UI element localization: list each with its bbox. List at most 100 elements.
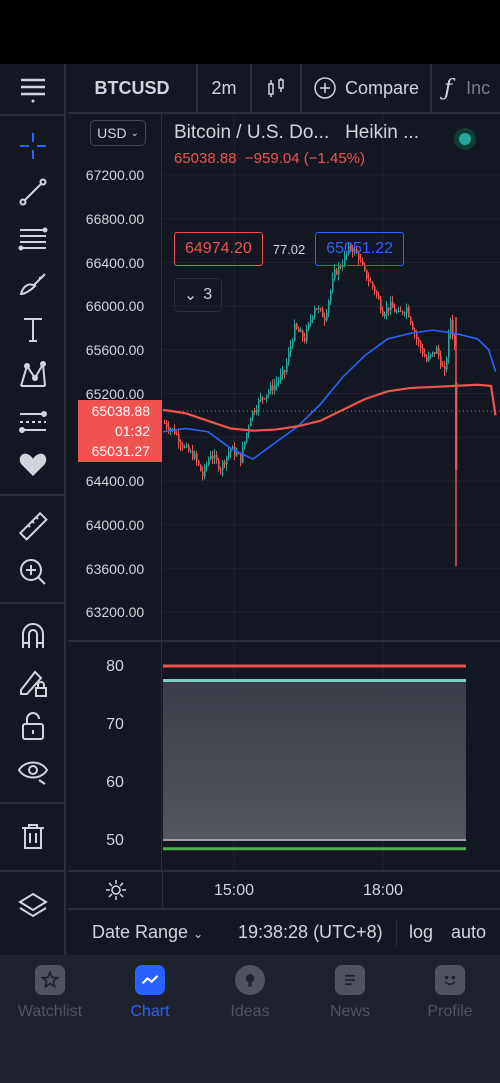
interval-button[interactable]: 2m xyxy=(198,64,252,112)
nav-label: Watchlist xyxy=(17,1003,83,1020)
candle-body xyxy=(318,308,320,310)
sell-button[interactable]: 64974.20 xyxy=(174,232,263,266)
candle-body xyxy=(348,246,350,254)
currency-button[interactable]: USD ⌄ xyxy=(90,120,146,146)
candle-body xyxy=(434,351,436,354)
prediction-tool[interactable] xyxy=(10,402,56,442)
pattern-tool[interactable] xyxy=(10,356,56,396)
nav-ideas[interactable]: Ideas xyxy=(200,965,300,1021)
layers-icon xyxy=(18,892,48,918)
candle-body xyxy=(168,426,170,431)
nav-label: News xyxy=(329,1003,370,1020)
candle-body xyxy=(244,441,246,448)
price-axis[interactable]: 6 67200.00 66800.00 66400.00 66000.00 65… xyxy=(68,114,162,641)
nav-news[interactable]: News xyxy=(300,965,400,1021)
candle-body xyxy=(436,347,438,354)
price-tick: 66000.00 xyxy=(85,298,145,314)
candle-body xyxy=(270,385,272,392)
nav-chart[interactable]: Chart xyxy=(100,965,200,1021)
measure-tool[interactable] xyxy=(10,506,56,546)
candle-body xyxy=(166,423,168,427)
magnet-tool[interactable] xyxy=(10,616,56,656)
zoom-in-icon xyxy=(20,559,46,585)
fib-retracement-icon xyxy=(18,227,48,251)
buy-button[interactable]: 65051.22 xyxy=(315,232,405,266)
candle-body xyxy=(288,351,290,363)
clock-timezone[interactable]: 19:38:28 (UTC+8) xyxy=(238,922,383,942)
candle-body xyxy=(180,442,182,445)
date-range-button[interactable]: Date Range ⌄ xyxy=(92,922,204,942)
compare-button[interactable]: Compare xyxy=(302,64,432,112)
status-bar xyxy=(0,0,500,64)
candle-body xyxy=(296,323,298,329)
candle-body xyxy=(404,312,406,314)
trend-line-tool[interactable] xyxy=(10,172,56,212)
candle-body xyxy=(455,382,458,470)
settings-button[interactable] xyxy=(104,878,128,902)
candle-body xyxy=(260,397,262,401)
series-legend[interactable]: Bitcoin / U.S. Do... Heikin ... 65038.88… xyxy=(174,122,474,167)
fib-tool[interactable] xyxy=(10,218,56,258)
candle-body xyxy=(326,312,328,321)
candle-body xyxy=(336,269,338,275)
indicators-label: Inc xyxy=(466,77,491,98)
auto-scale-toggle[interactable]: auto xyxy=(451,922,487,942)
candle-body xyxy=(266,394,268,399)
smile-icon xyxy=(435,965,465,995)
candle-body xyxy=(258,400,260,410)
candle-body xyxy=(192,450,194,459)
oscillator-axis[interactable]: 80 70 60 50 xyxy=(68,642,162,870)
chart-type-button[interactable] xyxy=(252,64,302,112)
pane-separator[interactable] xyxy=(68,640,500,642)
candle-body xyxy=(414,329,416,334)
time-axis[interactable]: 15:00 18:00 xyxy=(68,870,500,908)
candle-body xyxy=(208,459,210,465)
zoom-tool[interactable] xyxy=(10,552,56,592)
log-scale-toggle[interactable]: log xyxy=(409,922,434,942)
nav-profile[interactable]: Profile xyxy=(400,965,500,1021)
remove-drawings-tool[interactable] xyxy=(10,816,56,856)
candle-body xyxy=(286,362,288,373)
lock-drawings-tool[interactable] xyxy=(10,662,56,702)
chart-header: BTCUSD 2m Compare ƒ Inc xyxy=(68,64,500,114)
chevron-down-icon: ⌄ xyxy=(130,127,139,139)
indicators-button[interactable]: ƒ Inc xyxy=(432,64,500,112)
symbol-button[interactable]: BTCUSD xyxy=(68,64,198,112)
object-tree-tool[interactable] xyxy=(10,886,56,926)
favorites-tool[interactable] xyxy=(10,444,56,484)
chart-icon xyxy=(135,965,165,995)
oscillator-plot[interactable] xyxy=(68,642,500,870)
candle-body xyxy=(314,308,316,317)
text-icon xyxy=(24,318,42,342)
text-tool[interactable] xyxy=(10,310,56,350)
brush-tool[interactable] xyxy=(10,264,56,304)
ctl-divider xyxy=(396,920,397,946)
candle-body xyxy=(200,464,202,472)
chevron-down-icon: ⌄ xyxy=(193,927,204,941)
legend-title[interactable]: Bitcoin / U.S. Do... Heikin ... xyxy=(174,122,419,143)
candle-body xyxy=(254,410,256,413)
candle-body xyxy=(316,308,318,310)
candle-body xyxy=(228,452,230,457)
candle-body xyxy=(242,447,244,463)
candle-body xyxy=(264,398,266,400)
menu-button[interactable] xyxy=(10,68,56,108)
candle-body xyxy=(376,291,378,295)
nav-watchlist[interactable]: Watchlist xyxy=(0,965,100,1021)
candle-body xyxy=(396,311,398,313)
candle-body xyxy=(428,356,430,361)
toolbar-divider xyxy=(0,802,66,804)
candle-body xyxy=(382,310,384,316)
osc-tick: 70 xyxy=(106,716,124,733)
candle-body xyxy=(338,265,340,275)
crosshair-tool[interactable] xyxy=(10,126,56,166)
indicators-toggle[interactable]: ⌄ 3 xyxy=(174,278,222,312)
candle-body xyxy=(368,278,370,282)
unlock-tool[interactable] xyxy=(10,706,56,746)
toolbar-divider xyxy=(0,870,66,872)
hide-tool[interactable] xyxy=(10,750,56,790)
chevron-down-icon: ⌄ xyxy=(183,287,198,304)
candle-body xyxy=(410,317,412,323)
chart-area[interactable]: 6 67200.00 66800.00 66400.00 66000.00 65… xyxy=(68,114,500,946)
candle-body xyxy=(184,446,186,448)
